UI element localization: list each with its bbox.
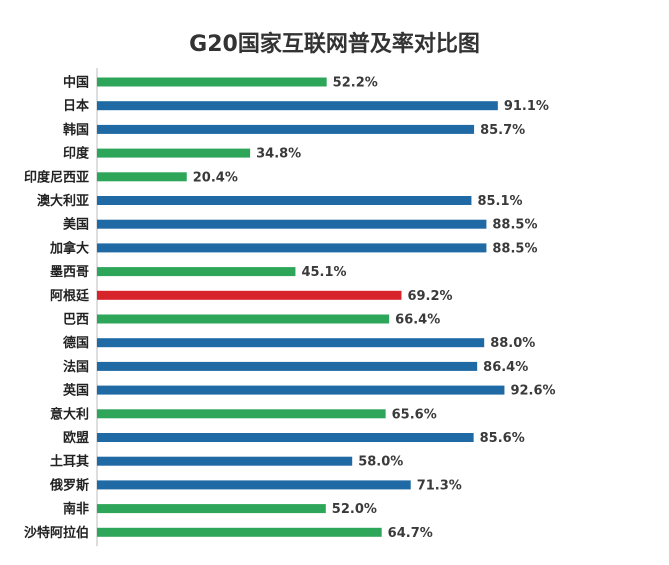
category-label: 欧盟: [63, 430, 89, 446]
bar: [97, 101, 498, 111]
value-label: 86.4%: [483, 360, 528, 375]
value-label: 88.5%: [492, 218, 537, 233]
value-label: 34.8%: [256, 147, 301, 162]
bar: [97, 480, 411, 490]
bar: [97, 433, 474, 442]
bar: [97, 527, 382, 537]
bar: [97, 172, 187, 182]
category-label: 印度尼西亚: [24, 169, 89, 185]
category-label: 法国: [63, 359, 89, 375]
value-label: 52.2%: [333, 76, 378, 91]
value-label: 20.4%: [193, 170, 238, 185]
bar: [97, 290, 402, 300]
bar: [97, 504, 326, 514]
category-label: 土耳其: [50, 454, 89, 470]
bar: [97, 124, 475, 134]
category-label: 阿根廷: [50, 288, 90, 304]
bar: [97, 267, 296, 277]
bar: [97, 77, 327, 87]
category-label: 德国: [63, 335, 89, 351]
bar: [97, 314, 390, 324]
bar: [97, 409, 386, 419]
bar: [97, 385, 505, 395]
value-label: 91.1%: [504, 99, 549, 114]
category-label: 澳大利亚: [37, 193, 89, 209]
category-label: 沙特阿拉伯: [24, 525, 89, 541]
value-label: 58.0%: [358, 455, 403, 470]
category-label: 墨西哥: [50, 264, 89, 280]
value-label: 69.2%: [407, 289, 452, 304]
category-label: 韩国: [63, 122, 89, 138]
value-label: 45.1%: [301, 265, 346, 280]
bar: [97, 456, 353, 466]
category-label: 南非: [63, 501, 89, 517]
value-label: 85.7%: [480, 123, 525, 138]
value-label: 65.6%: [392, 407, 437, 422]
category-label: 印度: [63, 146, 90, 162]
value-label: 66.4%: [395, 313, 440, 328]
value-label: 71.3%: [417, 478, 462, 493]
value-label: 85.1%: [477, 194, 522, 209]
value-label: 88.5%: [492, 241, 537, 256]
category-label: 美国: [63, 217, 89, 233]
bar: [97, 361, 478, 371]
category-label: 英国: [62, 383, 89, 399]
bars-layer: 中国 52.2% 日本 91.1% 韩国 85.7% 印度 34.8% 印度尼西亚 20.4% 澳大…: [24, 75, 556, 541]
chart-title: G20国家互联网普及率对比图: [189, 32, 480, 57]
value-label: 85.6%: [480, 431, 525, 446]
value-label: 64.7%: [388, 526, 433, 541]
category-label: 加拿大: [49, 240, 89, 256]
bar: [97, 196, 472, 205]
category-label: 巴西: [63, 313, 89, 328]
bar: [97, 219, 487, 229]
bar: [97, 338, 485, 348]
value-label: 52.0%: [332, 502, 377, 517]
category-label: 俄罗斯: [49, 477, 89, 493]
category-label: 中国: [63, 75, 89, 91]
value-label: 88.0%: [490, 336, 535, 351]
category-label: 日本: [63, 98, 89, 114]
bar: [97, 148, 251, 158]
category-label: 意大利: [50, 406, 89, 422]
bar: [97, 243, 487, 253]
value-label: 92.6%: [510, 384, 555, 399]
